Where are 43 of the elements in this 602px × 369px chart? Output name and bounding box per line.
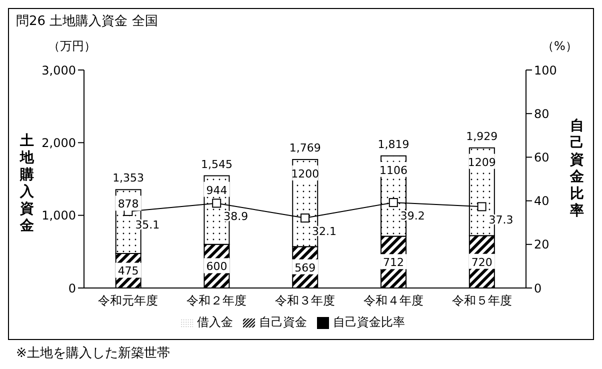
data-label: 1200 [291,167,320,180]
data-label: 1209 [468,156,496,169]
data-label: 944 [206,184,228,197]
total-label: 1,353 [112,172,144,185]
y-axis-title: 土地購入資金 [20,133,35,235]
legend-label: 自己資金比率 [333,315,405,329]
y-tick-label: 3,000 [42,63,76,78]
legend-label: 自己資金 [259,315,307,329]
total-label: 1,819 [378,138,410,151]
y2-axis-title: 自己資金比率 [570,118,585,220]
legend-label: 借入金 [197,315,233,329]
x-tick-label: 令和３年度 [275,294,335,308]
total-label: 1,769 [289,141,321,154]
y2-tick-label: 80 [534,106,550,121]
x-tick-label: 令和５年度 [452,294,512,308]
y2-tick-label: 100 [534,63,557,78]
data-label: 878 [118,198,139,211]
point [388,198,398,208]
y2-tick-label: 20 [534,238,550,252]
data-label: 600 [206,260,228,274]
y-tick-label: 1,000 [42,208,76,223]
data-label: 569 [294,261,316,274]
y-tick-label: 2,000 [42,136,76,150]
y2-tick-label: 0 [534,281,542,296]
point [477,202,486,212]
point [300,214,310,223]
total-label: 1,545 [200,158,232,171]
data-label: 475 [118,264,139,278]
text: （万円） [48,38,96,55]
text: ※土地を購入した新築世帯 [16,345,170,362]
y2-tick-label: 40 [534,194,550,208]
total-label: 1,929 [466,130,498,143]
y2-tick-label: 60 [534,150,550,164]
point [212,198,222,208]
x-tick-label: 令和４年度 [363,294,424,308]
text: （%） [542,38,578,55]
chart-title: 問26 土地購入資金 全国 [16,13,158,30]
x-tick-label: 令和元年度 [98,294,158,308]
y-tick-label: 0 [68,281,76,296]
x-tick-label: 令和２年度 [186,294,247,308]
data-label: 1106 [380,164,408,177]
data-label: 712 [383,256,404,270]
data-label: 720 [471,256,492,269]
